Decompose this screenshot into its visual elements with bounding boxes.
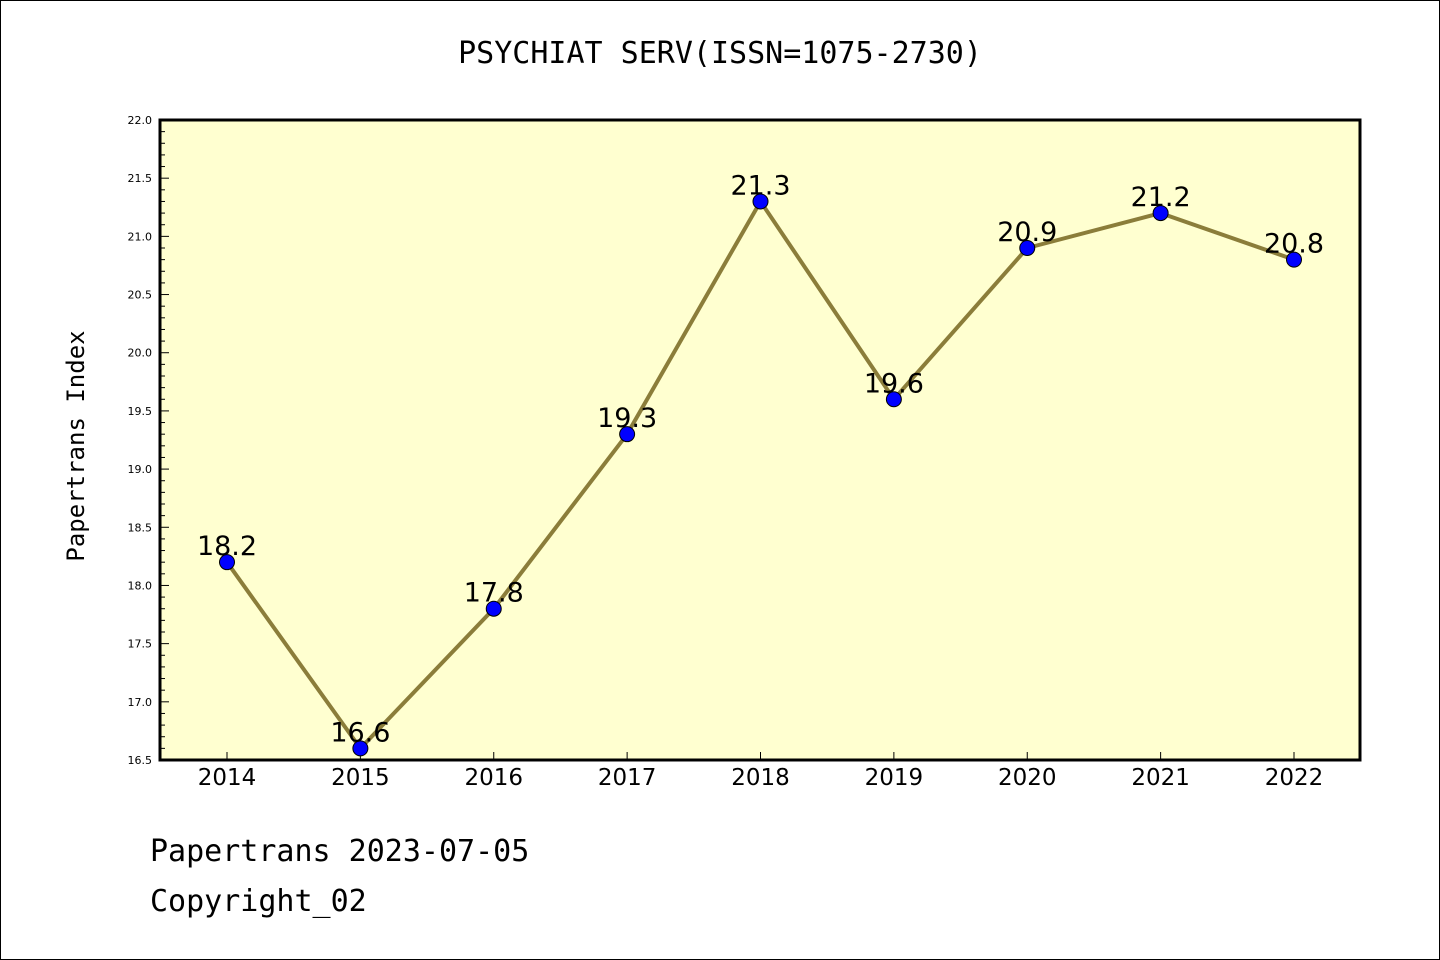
y-tick-label: 19.0 (128, 463, 153, 476)
data-point (1152, 205, 1169, 222)
data-label: 20.9 (997, 217, 1057, 248)
x-tick-label: 2015 (331, 765, 390, 791)
x-tick-label: 2022 (1265, 765, 1324, 791)
plot-area (160, 120, 1360, 760)
y-tick-label: 18.0 (128, 579, 153, 592)
data-label: 18.2 (197, 531, 257, 562)
data-label: 20.8 (1264, 229, 1324, 260)
y-tick-label: 17.5 (128, 638, 153, 651)
x-tick-label: 2016 (464, 765, 523, 791)
x-tick-label: 2017 (598, 765, 657, 791)
chart-title: PSYCHIAT SERV(ISSN=1075-2730) (458, 36, 982, 71)
x-tick-label: 2014 (198, 765, 257, 791)
y-tick-label: 21.0 (128, 230, 153, 243)
footer-copyright: Copyright_02 (150, 884, 367, 919)
data-point (885, 391, 902, 408)
y-tick-label: 20.5 (128, 289, 153, 302)
data-label: 19.6 (864, 368, 924, 399)
y-tick-label: 20.0 (128, 347, 153, 360)
data-point (1286, 251, 1302, 268)
data-label: 21.3 (730, 170, 790, 201)
data-label: 21.2 (1131, 182, 1191, 213)
data-label: 17.8 (464, 578, 524, 609)
y-tick-label: 18.5 (128, 521, 153, 534)
footer-date-line: Papertrans 2023-07-05 (150, 834, 530, 869)
y-tick-label: 22.0 (128, 114, 153, 127)
y-tick-label: 21.5 (128, 172, 153, 185)
data-point (352, 740, 369, 757)
data-point (752, 193, 769, 210)
x-tick-label: 2021 (1131, 765, 1190, 791)
y-tick-label: 16.5 (128, 754, 153, 767)
plot-border (158, 118, 1362, 762)
data-label: 16.6 (330, 717, 390, 748)
data-point (219, 554, 235, 571)
data-labels: 18.2 16.6 17.8 19.3 21.3 19.6 20.9 21.2 20.8 (197, 170, 1324, 748)
x-axis: 2014 2015 2016 2017 2018 2019 2020 2021 2022 (198, 752, 1324, 791)
x-tick-label: 2018 (731, 765, 790, 791)
data-point (1019, 240, 1036, 256)
data-point (485, 600, 502, 617)
x-tick-label: 2019 (865, 765, 924, 791)
series-markers (219, 193, 1302, 757)
y-tick-label: 19.5 (128, 405, 153, 418)
y-tick-label: 17.0 (128, 696, 153, 709)
data-point (619, 426, 636, 443)
data-label: 19.3 (597, 403, 657, 434)
x-tick-label: 2020 (998, 765, 1057, 791)
